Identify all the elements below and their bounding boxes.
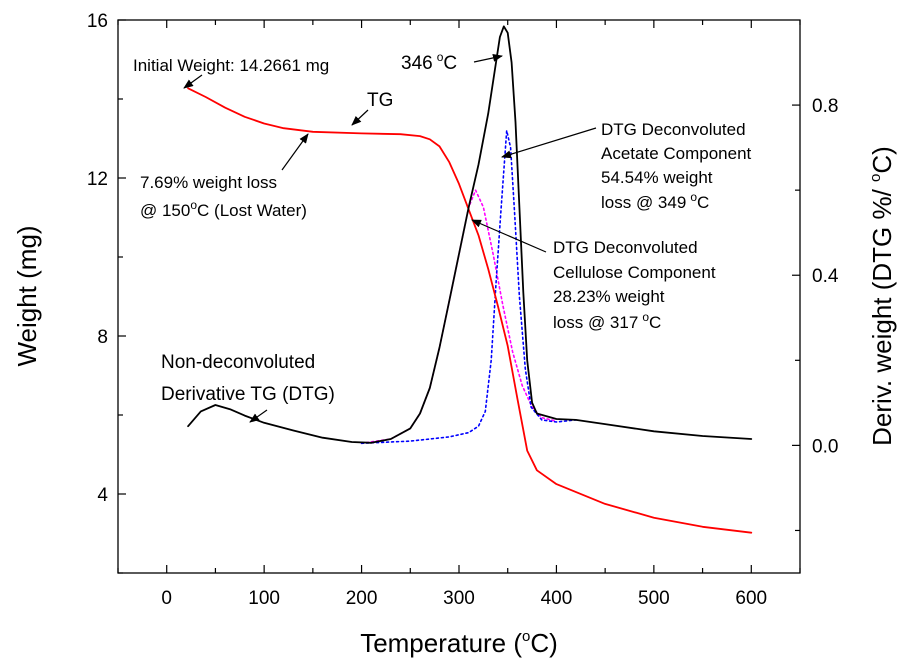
y2-tick-label: 0.0	[812, 436, 838, 457]
arrow-peak	[473, 53, 503, 63]
series-layer	[187, 25, 753, 534]
y2-axis-title: Deriv. weight (DTG %/ oC)	[867, 146, 897, 446]
y-axis-title: Weight (mg)	[12, 225, 42, 366]
annotation-dtg-2: Derivative TG (DTG)	[161, 384, 335, 405]
annotation-water-loss-1: 7.69% weight loss	[140, 173, 277, 192]
annotation-dtg-1: Non-deconvoluted	[161, 352, 315, 373]
annotation-acetate-1: DTG Deconvoluted	[601, 120, 746, 139]
arrow-cellulose	[471, 219, 547, 253]
series-line-tg	[187, 87, 753, 534]
x-tick-label: 600	[735, 588, 767, 609]
annotation-peak: 346 oC	[401, 50, 457, 74]
annotation-cellulose-2: Cellulose Component	[553, 263, 716, 282]
annotation-cellulose-1: DTG Deconvoluted	[553, 238, 698, 257]
arrow-water-loss	[281, 133, 309, 171]
y2-tick-label: 0.4	[812, 266, 839, 287]
arrow-dtg	[249, 409, 268, 423]
x-tick-label: 200	[346, 588, 378, 609]
annotation-tg: TG	[367, 90, 393, 111]
series-line-dtg	[187, 25, 753, 444]
x-axis-title: Temperature (oC)	[360, 628, 558, 658]
arrow-acetate	[501, 127, 597, 159]
x-tick-label: 100	[248, 588, 280, 609]
tick-labels: 0 100 200 300 400 500 600 4 8 12 16 0.0 0.4 0.8	[87, 11, 839, 609]
y2-tick-label: 0.8	[812, 96, 838, 117]
annotations: Initial Weight: 14.2661 mg 346 oC TG 7.69…	[133, 50, 752, 423]
y-tick-label: 12	[87, 169, 108, 190]
annotation-water-loss-2: @ 150oC (Lost Water)	[140, 198, 307, 220]
y-tick-label: 4	[97, 485, 108, 506]
annotation-cellulose-3: 28.23% weight	[553, 287, 665, 306]
x-tick-label: 400	[541, 588, 573, 609]
x-tick-label: 0	[161, 588, 172, 609]
x-tick-label: 500	[638, 588, 670, 609]
annotation-cellulose-4: loss @ 317 oC	[553, 310, 661, 332]
annotation-acetate-2: Acetate Component	[601, 144, 752, 163]
y-tick-label: 16	[87, 11, 108, 32]
series-line-dtg-deconvoluted-acetate-component	[360, 129, 577, 445]
annotation-acetate-3: 54.54% weight	[601, 168, 713, 187]
x-tick-label: 300	[443, 588, 475, 609]
arrow-tg	[351, 109, 369, 126]
arrow-initial-weight	[183, 74, 203, 89]
y-tick-label: 8	[97, 327, 108, 348]
series-line-dtg-deconvoluted-cellulose-component	[360, 189, 558, 445]
annotation-initial-weight: Initial Weight: 14.2661 mg	[133, 56, 329, 75]
axis-ticks	[117, 19, 801, 574]
plot-frame	[117, 19, 801, 574]
annotation-acetate-4: loss @ 349 oC	[601, 190, 709, 212]
